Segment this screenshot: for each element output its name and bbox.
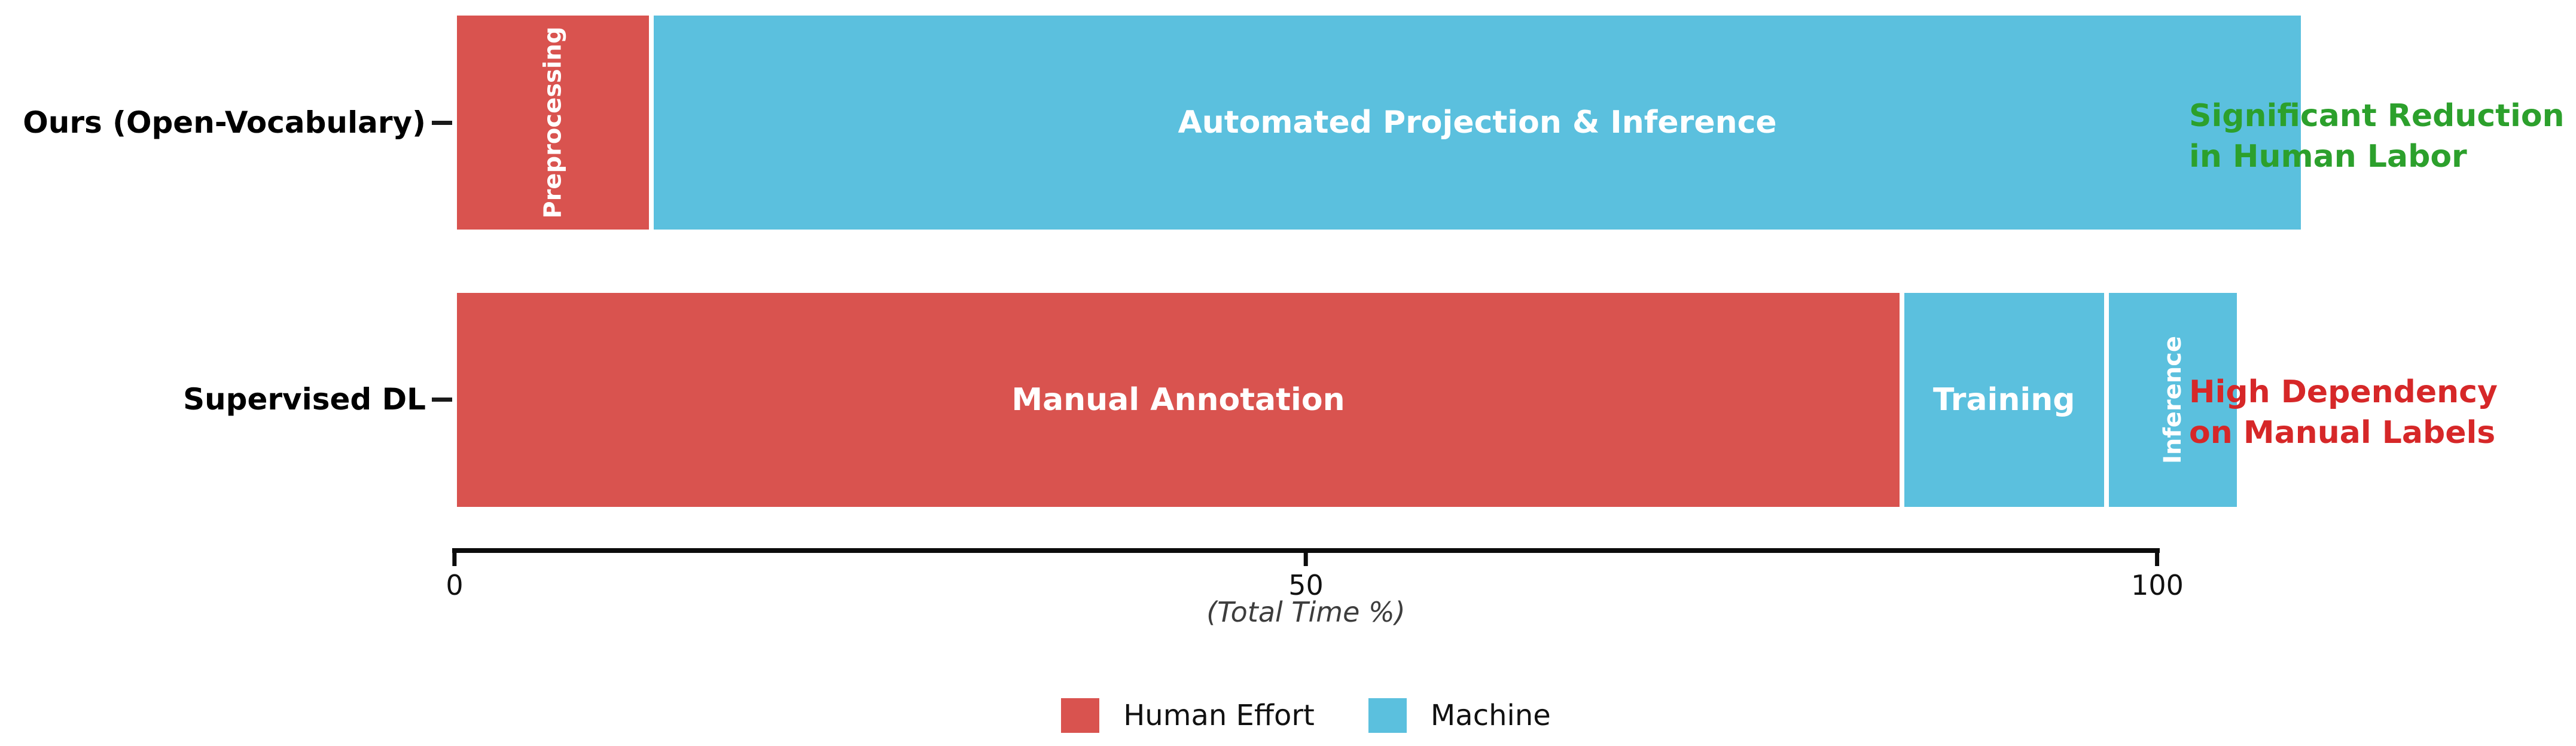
bar-ours-open-vocabulary: Preprocessing Automated Projection & Infe… <box>455 13 2303 232</box>
bar-segment: Preprocessing <box>455 13 652 232</box>
x-tick-label: 0 <box>446 569 464 601</box>
annotation-significant-reduction: Significant Reduction in Human Labor <box>2189 96 2572 177</box>
bar-segment: Automated Projection & Inference <box>651 13 2303 232</box>
annotation-line: on Manual Labels <box>2189 415 2496 451</box>
legend-swatch-human-effort <box>1061 698 1100 733</box>
x-axis: 0 50 100 <box>446 553 2184 607</box>
x-tick-mark <box>1303 553 1308 566</box>
bar-segment: Training <box>1901 291 2106 509</box>
bar-segment-label: Inference <box>2159 335 2187 464</box>
bar-segment: Manual Annotation <box>455 291 1902 509</box>
x-tick-label: 100 <box>2131 569 2184 601</box>
y-tick-mark <box>432 121 452 125</box>
bar-segment-label: Manual Annotation <box>1011 382 1345 418</box>
bar-supervised-dl: Manual Annotation Training Inference <box>455 291 2239 509</box>
x-axis-spine <box>452 548 2160 553</box>
bar-segment-label: Preprocessing <box>539 26 567 219</box>
x-axis-title: (Total Time %) <box>1206 596 1406 628</box>
x-tick-50: 50 <box>1288 553 1324 601</box>
x-tick-mark <box>2155 553 2160 566</box>
x-tick-0: 0 <box>446 553 464 601</box>
bar-segment-label: Training <box>1933 382 2075 418</box>
y-tick-mark <box>432 398 452 402</box>
y-axis-label-ours: Ours (Open-Vocabulary) <box>23 105 426 140</box>
x-tick-100: 100 <box>2131 553 2184 601</box>
bar-segment: Inference <box>2106 291 2239 509</box>
legend: Human Effort Machine <box>455 698 2157 733</box>
annotation-high-dependency: High Dependency on Manual Labels <box>2189 372 2572 453</box>
bar-segment-label: Automated Projection & Inference <box>1178 105 1777 140</box>
legend-item-machine: Machine <box>1368 698 1551 733</box>
annotation-line: in Human Labor <box>2189 139 2467 175</box>
legend-label: Machine <box>1430 699 1551 732</box>
annotation-line: High Dependency <box>2189 374 2498 410</box>
legend-item-human-effort: Human Effort <box>1061 698 1315 733</box>
legend-label: Human Effort <box>1123 699 1315 732</box>
y-axis-label-supervised-dl: Supervised DL <box>183 382 426 417</box>
legend-swatch-machine <box>1368 698 1407 733</box>
x-tick-mark <box>452 553 457 566</box>
x-tick-label: 50 <box>1288 569 1324 601</box>
annotation-line: Significant Reduction <box>2189 98 2565 134</box>
